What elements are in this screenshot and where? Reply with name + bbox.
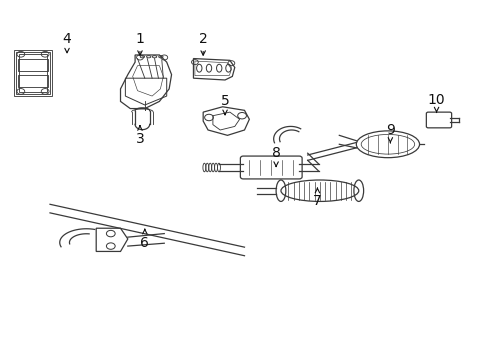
Text: 5: 5 [220,94,229,114]
Text: 1: 1 [135,32,144,55]
Text: 6: 6 [140,229,149,249]
Text: 10: 10 [427,93,445,112]
Text: 7: 7 [312,188,321,208]
Text: 9: 9 [385,123,394,143]
Text: 4: 4 [62,32,71,53]
Text: 2: 2 [199,32,207,55]
Text: 8: 8 [271,146,280,166]
Text: 3: 3 [135,126,144,146]
